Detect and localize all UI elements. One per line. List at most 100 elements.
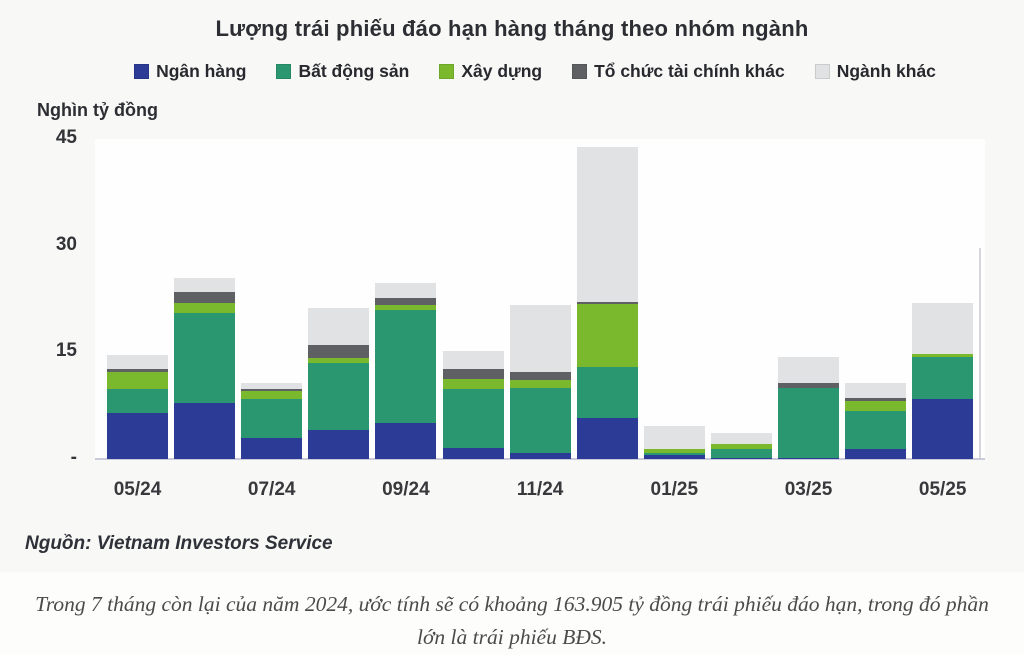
- legend-swatch-icon: [439, 64, 455, 79]
- bar-segment: [107, 412, 168, 459]
- x-axis-tick-label: 01/25: [650, 479, 699, 500]
- bar-segment: [778, 458, 839, 459]
- bar-segment: [845, 449, 907, 459]
- bar-segment: [576, 301, 638, 304]
- bar-segment: [643, 449, 705, 454]
- bar-segment: [442, 368, 504, 379]
- bar-segment: [174, 313, 236, 403]
- x-axis-line: [95, 458, 985, 460]
- bar-segment: [174, 402, 236, 459]
- legend-swatch-icon: [814, 64, 830, 79]
- bar-segment: [308, 358, 370, 364]
- bar-segment: [442, 447, 504, 459]
- bar-segment: [778, 382, 839, 388]
- bar-segment: [241, 398, 303, 438]
- bar-segment: [912, 354, 974, 358]
- bar-01-25: [643, 425, 705, 459]
- bar-12-24: [576, 146, 638, 459]
- legend-label: Tổ chức tài chính khác: [594, 61, 785, 81]
- bar-segment: [912, 399, 974, 459]
- bar-segment: [375, 422, 437, 459]
- bar-segment: [241, 388, 303, 392]
- bar-11-24: [509, 304, 571, 459]
- bar-segment: [174, 277, 236, 292]
- caption-text: Trong 7 tháng còn lại của năm 2024, ước …: [35, 592, 989, 649]
- bar-segment: [308, 429, 370, 459]
- bar-segment: [509, 452, 571, 459]
- chart-card: Lượng trái phiếu đáo hạn hàng tháng theo…: [25, 16, 1010, 554]
- x-axis-tick-label: 11/24: [516, 479, 564, 500]
- bar-03-25: [778, 357, 839, 459]
- bar-segment: [241, 437, 303, 459]
- bar-segment: [710, 432, 772, 445]
- legend-swatch-icon: [276, 64, 292, 79]
- bar-segment: [509, 380, 571, 388]
- bar-segment: [576, 146, 638, 302]
- y-axis-unit-label: Nghìn tỷ đồng: [37, 100, 158, 120]
- legend-label: Xây dựng: [461, 61, 543, 81]
- bar-segment: [241, 391, 303, 399]
- bar-segment: [845, 382, 907, 398]
- bar-05-25: [912, 303, 974, 459]
- x-axis-tick-label: 09/24: [382, 479, 430, 500]
- bar-segment: [241, 382, 303, 389]
- bar-segment: [442, 378, 504, 389]
- bar-segment: [710, 449, 772, 459]
- x-axis-tick-label: 03/25: [784, 479, 833, 500]
- plot-right-border: [979, 248, 981, 460]
- legend-label: Bất động sản: [298, 61, 410, 81]
- bar-segment: [912, 303, 974, 355]
- x-axis-tick-label: 05/25: [918, 479, 967, 500]
- bar-05-24: [107, 355, 168, 459]
- bar-08-24: [308, 308, 370, 459]
- bar-04-25: [845, 382, 907, 459]
- plot-area: 45 30 15 - 05/24 07/24 09/24 11/24 01/25 03/25 05/…: [56, 127, 985, 500]
- bar-segment: [107, 371, 168, 389]
- x-axis-tick-label: 05/24: [113, 479, 162, 500]
- legend-label: Ngành khác: [836, 61, 936, 81]
- x-axis-tick-label: 07/24: [247, 479, 296, 500]
- bar-segment: [643, 453, 705, 456]
- legend: Ngân hàng Bất động sản Xây dựng Tổ chức tài…: [60, 61, 1010, 82]
- bar-segment: [778, 357, 839, 383]
- source-text: Nguồn: Vietnam Investors Service: [25, 533, 333, 554]
- bar-segment: [643, 425, 705, 450]
- bar-segment: [442, 388, 504, 448]
- bar-segment: [107, 388, 168, 413]
- chart-title: Lượng trái phiếu đáo hạn hàng tháng theo…: [215, 16, 809, 41]
- bar-segment: [174, 302, 236, 314]
- bar-segment: [509, 371, 571, 381]
- legend-item-2: Xây dựng: [439, 61, 542, 82]
- bar-segment: [643, 455, 705, 459]
- legend-item-3: Tổ chức tài chính khác: [572, 61, 785, 82]
- y-axis-tick-label: 45: [55, 127, 77, 148]
- bar-segment: [509, 304, 571, 372]
- bar-06-24: [174, 277, 236, 459]
- bar-segment: [710, 444, 772, 450]
- y-axis-tick-label: 15: [55, 340, 77, 362]
- bar-segment: [375, 310, 437, 423]
- bar-segment: [845, 397, 907, 401]
- bar-segment: [308, 363, 370, 430]
- bar-segment: [912, 357, 974, 400]
- y-axis-tick-label: -: [70, 447, 77, 468]
- bar-segment: [375, 304, 437, 311]
- bar-segment: [576, 417, 638, 459]
- bar-segment: [845, 410, 907, 450]
- bar-02-25: [710, 432, 772, 459]
- bar-segment: [174, 291, 236, 303]
- bar-segment: [375, 283, 437, 298]
- bar-07-24: [241, 382, 303, 459]
- bar-segment: [576, 367, 638, 418]
- legend-item-1: Bất động sản: [276, 61, 409, 82]
- bar-segment: [576, 304, 638, 368]
- bar-segment: [710, 458, 772, 459]
- bar-segment: [375, 297, 437, 305]
- bar-segment: [778, 387, 839, 459]
- legend-item-0: Ngân hàng: [134, 61, 246, 82]
- legend-swatch-icon: [572, 64, 588, 79]
- bar-segment: [107, 369, 168, 372]
- legend-label: Ngân hàng: [156, 61, 247, 81]
- bar-segment: [308, 345, 370, 359]
- bar-10-24: [442, 350, 504, 459]
